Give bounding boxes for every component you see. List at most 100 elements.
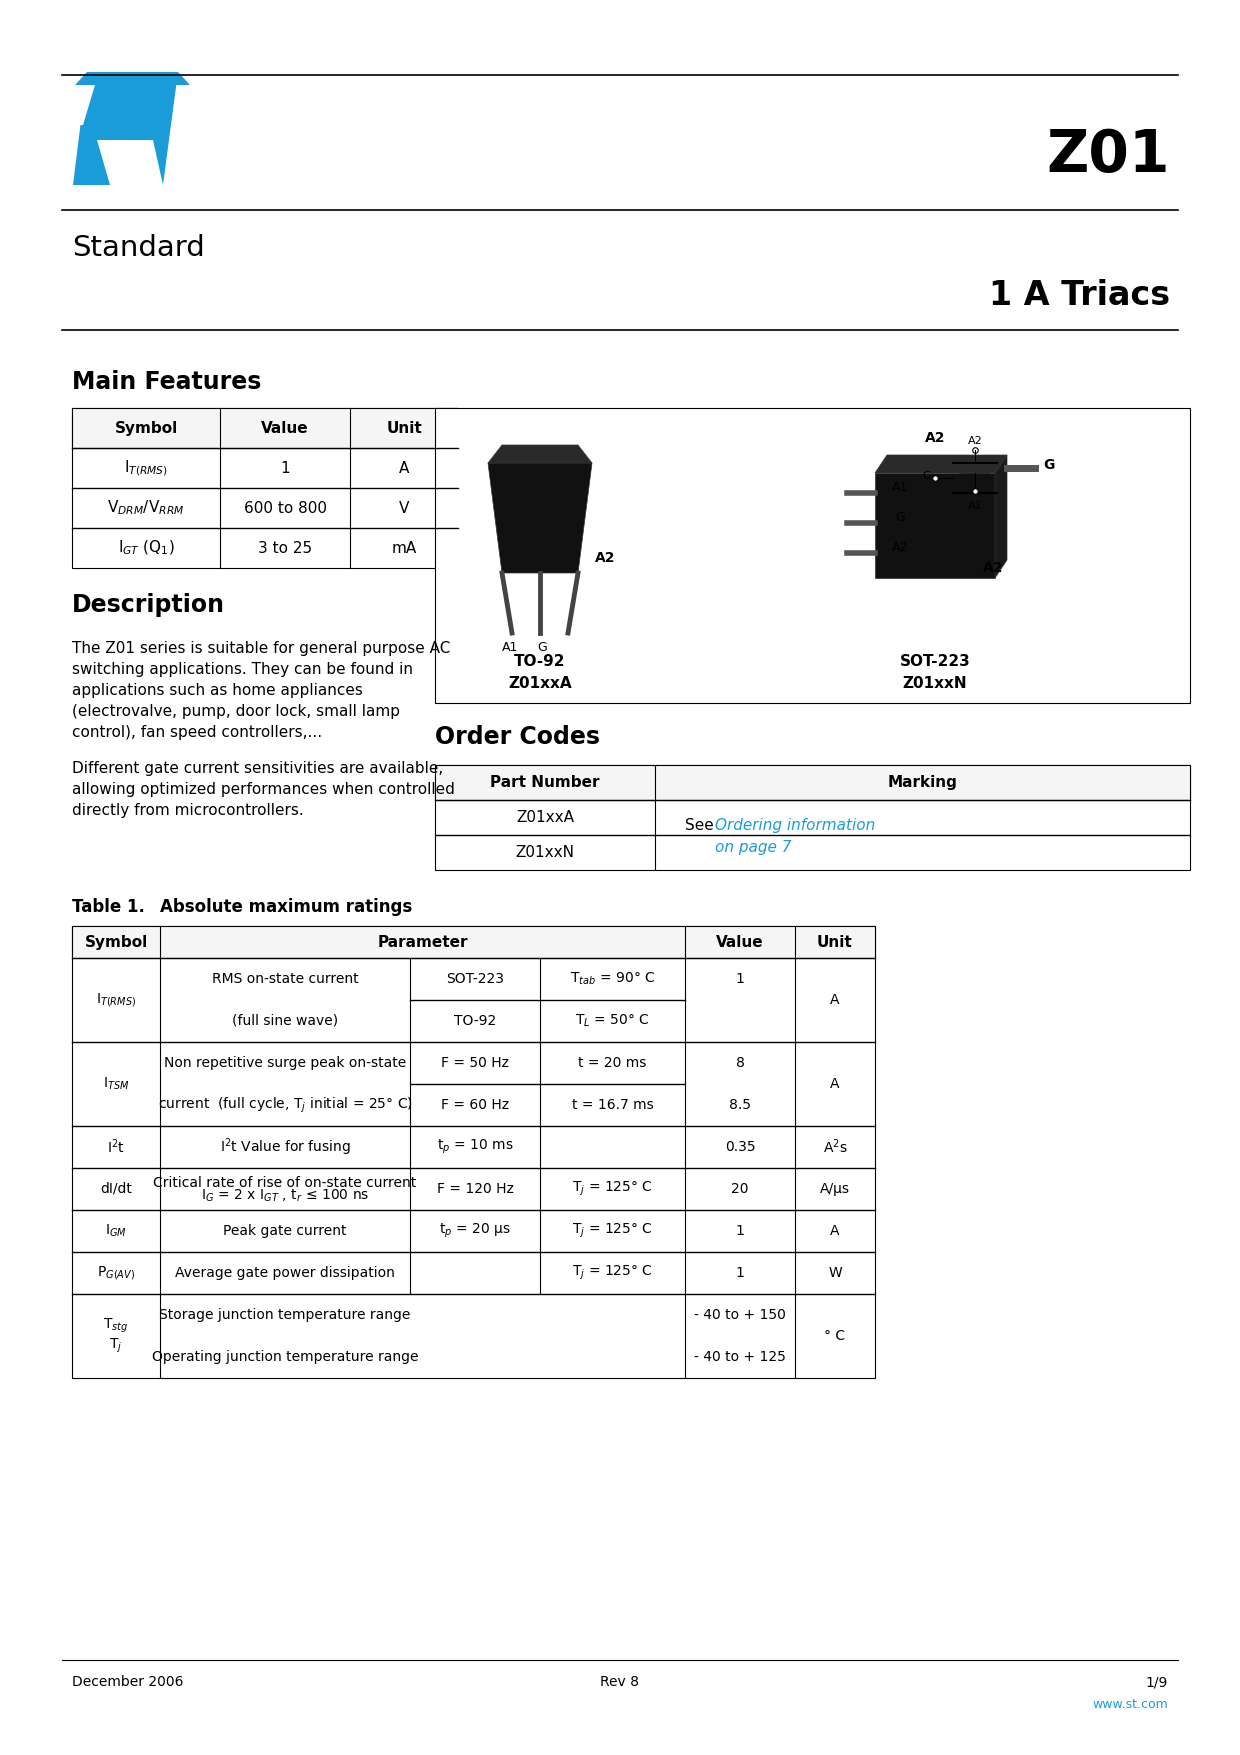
Text: P$_{G(AV)}$: P$_{G(AV)}$: [97, 1264, 135, 1281]
Text: dI/dt: dI/dt: [100, 1183, 131, 1195]
Text: A$^2$s: A$^2$s: [822, 1137, 847, 1157]
Text: V$_{DRM}$/V$_{RRM}$: V$_{DRM}$/V$_{RRM}$: [108, 498, 185, 518]
Text: Z01xxA: Z01xxA: [508, 676, 572, 690]
Bar: [72, 927, 875, 1378]
Text: Non repetitive surge peak on-state: Non repetitive surge peak on-state: [164, 1057, 407, 1071]
Text: Different gate current sensitivities are available,: Different gate current sensitivities are…: [72, 762, 443, 776]
Text: 1: 1: [735, 1223, 744, 1237]
Text: current  (full cycle, T$_j$ initial = 25° C): current (full cycle, T$_j$ initial = 25°…: [157, 1095, 413, 1114]
Text: 8: 8: [735, 1057, 744, 1071]
Text: Z01xxN: Z01xxN: [903, 676, 967, 690]
Text: G: G: [895, 511, 905, 525]
Text: t$_p$ = 10 ms: t$_p$ = 10 ms: [436, 1137, 513, 1157]
Text: Operating junction temperature range: Operating junction temperature range: [151, 1350, 418, 1364]
Bar: [72, 407, 458, 569]
Polygon shape: [954, 463, 997, 493]
Text: T$_j$ = 125° C: T$_j$ = 125° C: [572, 1221, 653, 1241]
Text: Z01xxN: Z01xxN: [516, 844, 574, 860]
Text: A: A: [831, 993, 839, 1007]
Text: Description: Description: [72, 593, 224, 618]
Text: Value: Value: [717, 934, 764, 949]
Text: t$_p$ = 20 μs: t$_p$ = 20 μs: [439, 1221, 511, 1241]
Text: RMS on-state current: RMS on-state current: [212, 972, 358, 986]
Bar: [435, 765, 1190, 870]
Text: 0.35: 0.35: [724, 1141, 755, 1155]
Polygon shape: [994, 455, 1007, 577]
Text: The Z01 series is suitable for general purpose AC: The Z01 series is suitable for general p…: [72, 641, 450, 656]
Text: Z01xxA: Z01xxA: [516, 811, 574, 825]
Bar: [72, 407, 458, 448]
Text: Value: Value: [262, 421, 309, 435]
Text: F = 60 Hz: F = 60 Hz: [441, 1099, 510, 1113]
Polygon shape: [489, 463, 591, 572]
Text: Table 1.: Table 1.: [72, 899, 145, 916]
Text: mA: mA: [392, 541, 417, 556]
Text: A1: A1: [967, 500, 982, 511]
Text: control), fan speed controllers,...: control), fan speed controllers,...: [72, 725, 322, 741]
Text: SOT-223: SOT-223: [900, 653, 971, 669]
Text: I$_{T(RMS)}$: I$_{T(RMS)}$: [95, 992, 136, 1009]
Text: A2: A2: [967, 435, 982, 446]
Text: A: A: [831, 1078, 839, 1092]
Text: Storage junction temperature range: Storage junction temperature range: [159, 1307, 410, 1322]
Text: on page 7: on page 7: [715, 839, 791, 855]
Text: I$_{TSM}$: I$_{TSM}$: [103, 1076, 129, 1092]
Text: T$_{stg}$
T$_j$: T$_{stg}$ T$_j$: [103, 1316, 129, 1355]
Text: I$^2$t Value for fusing: I$^2$t Value for fusing: [219, 1135, 351, 1158]
Polygon shape: [875, 474, 994, 577]
Polygon shape: [97, 140, 162, 184]
Text: directly from microcontrollers.: directly from microcontrollers.: [72, 804, 304, 818]
Text: I$_{GT}$ (Q$_1$): I$_{GT}$ (Q$_1$): [118, 539, 175, 556]
Text: Symbol: Symbol: [114, 421, 177, 435]
Bar: [435, 765, 1190, 800]
Text: Average gate power dissipation: Average gate power dissipation: [175, 1265, 394, 1279]
Text: A1: A1: [892, 481, 908, 493]
Text: F = 120 Hz: F = 120 Hz: [436, 1183, 513, 1195]
Text: SOT-223: SOT-223: [446, 972, 503, 986]
Polygon shape: [489, 446, 591, 463]
Text: ° C: ° C: [825, 1329, 846, 1343]
Polygon shape: [875, 455, 1007, 474]
Bar: [72, 927, 875, 958]
Text: G: G: [923, 470, 931, 481]
Text: A/μs: A/μs: [820, 1183, 849, 1195]
Text: Absolute maximum ratings: Absolute maximum ratings: [160, 899, 412, 916]
Text: (electrovalve, pump, door lock, small lamp: (electrovalve, pump, door lock, small la…: [72, 704, 401, 720]
Text: F = 50 Hz: F = 50 Hz: [441, 1057, 508, 1071]
Text: 600 to 800: 600 to 800: [243, 500, 326, 516]
Text: Standard: Standard: [72, 233, 205, 261]
Text: I$_{GM}$: I$_{GM}$: [105, 1223, 126, 1239]
Text: Unit: Unit: [817, 934, 853, 949]
Text: t = 20 ms: t = 20 ms: [578, 1057, 647, 1071]
Text: TO-92: TO-92: [515, 653, 565, 669]
Text: 1: 1: [735, 972, 744, 986]
Text: December 2006: December 2006: [72, 1674, 184, 1688]
Text: 8.5: 8.5: [729, 1099, 751, 1113]
Text: Marking: Marking: [888, 776, 957, 790]
Text: A: A: [831, 1223, 839, 1237]
Text: A2: A2: [595, 551, 615, 565]
Text: See: See: [684, 818, 719, 832]
Text: A: A: [399, 460, 409, 476]
Text: G: G: [1043, 458, 1054, 472]
Text: 1 A Triacs: 1 A Triacs: [988, 279, 1171, 311]
Text: 20: 20: [732, 1183, 749, 1195]
Text: allowing optimized performances when controlled: allowing optimized performances when con…: [72, 783, 455, 797]
Text: - 40 to + 150: - 40 to + 150: [694, 1307, 786, 1322]
Text: Main Features: Main Features: [72, 370, 262, 395]
Text: T$_j$ = 125° C: T$_j$ = 125° C: [572, 1179, 653, 1199]
Text: Part Number: Part Number: [490, 776, 600, 790]
Bar: [435, 407, 1190, 704]
Text: Order Codes: Order Codes: [435, 725, 600, 749]
Text: switching applications. They can be found in: switching applications. They can be foun…: [72, 662, 413, 677]
Text: W: W: [828, 1265, 842, 1279]
Text: Ordering information: Ordering information: [715, 818, 875, 832]
Text: TO-92: TO-92: [454, 1014, 496, 1028]
Text: applications such as home appliances: applications such as home appliances: [72, 683, 363, 698]
Text: Critical rate of rise of on-state current: Critical rate of rise of on-state curren…: [154, 1176, 417, 1190]
Text: I$_G$ = 2 x I$_{GT}$ , t$_r$ ≤ 100 ns: I$_G$ = 2 x I$_{GT}$ , t$_r$ ≤ 100 ns: [201, 1186, 370, 1204]
Polygon shape: [74, 72, 190, 84]
Text: V: V: [399, 500, 409, 516]
Text: A2: A2: [892, 541, 908, 555]
Text: t = 16.7 ms: t = 16.7 ms: [572, 1099, 653, 1113]
